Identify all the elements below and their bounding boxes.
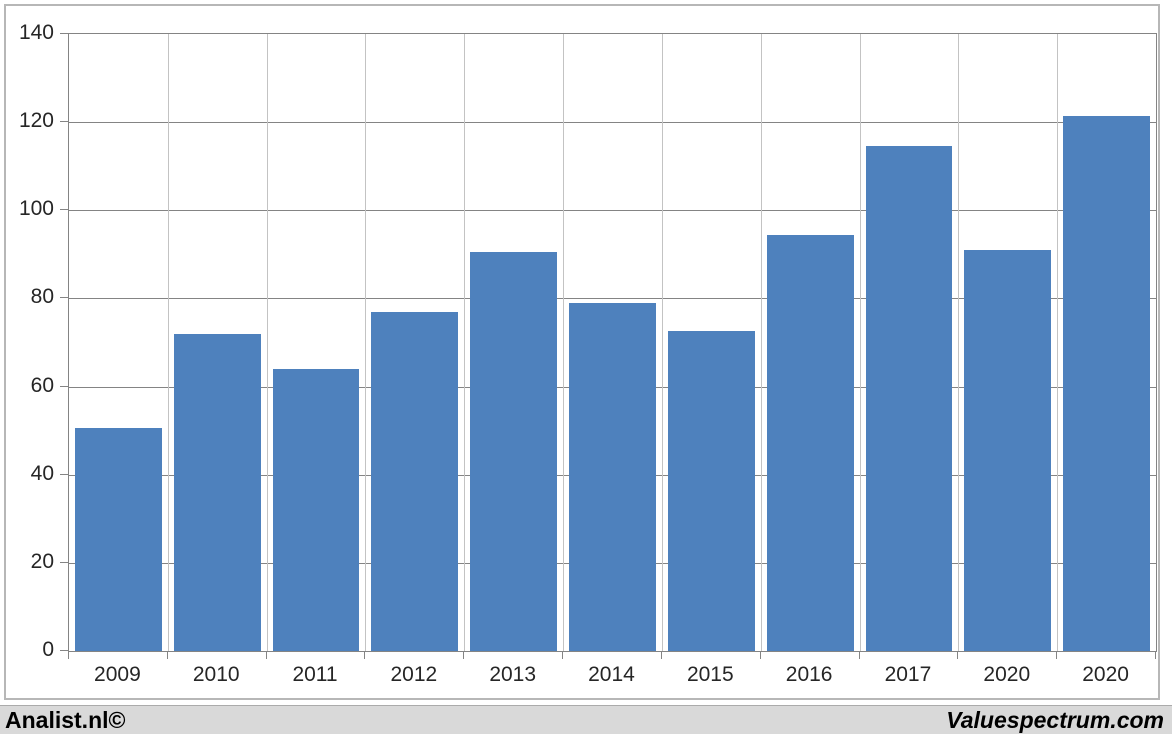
x-tick-2: [265, 651, 267, 659]
bar-2011-2: [272, 368, 360, 651]
x-tick-3: [364, 651, 366, 659]
x-category-label: 2009: [94, 663, 141, 686]
gridline-x-7: [760, 34, 762, 651]
y-tick-label: 40: [30, 461, 54, 485]
bar-2017-8: [865, 146, 953, 651]
x-category-label: 2016: [785, 663, 833, 686]
x-tick-4: [463, 651, 465, 659]
x-category-label: 2017: [884, 663, 932, 686]
bar-2010-1: [173, 333, 261, 651]
y-tick-60: [60, 385, 68, 387]
plot-area: [68, 33, 1157, 652]
bar-2009-0: [75, 428, 162, 651]
bar-2020-10: [1063, 115, 1150, 651]
bar-2016-7: [766, 234, 854, 651]
bar-2020-9: [964, 249, 1052, 651]
footer-bar: Analist.nl© Valuespectrum.com: [0, 705, 1172, 734]
gridline-x-2: [266, 34, 268, 651]
y-tick-120: [60, 121, 68, 123]
gridline-y-80: [69, 298, 1156, 300]
y-tick-label: 60: [30, 373, 54, 397]
bar-2012-3: [371, 311, 459, 651]
y-tick-label: 120: [18, 109, 54, 133]
x-tick-5: [562, 651, 564, 659]
gridline-x-10: [1057, 34, 1059, 651]
x-category-label: 2011: [292, 663, 338, 686]
gridline-x-6: [661, 34, 663, 651]
y-tick-label: 100: [18, 197, 54, 221]
y-tick-label: 140: [18, 21, 54, 44]
x-tick-1: [166, 651, 168, 659]
y-tick-140: [60, 33, 68, 34]
x-tick-7: [759, 651, 761, 659]
x-category-label: 2020: [983, 663, 1031, 686]
gridline-x-9: [958, 34, 960, 651]
x-category-label: 2020: [1082, 663, 1129, 686]
y-tick-label: 0: [42, 638, 54, 661]
x-category-label: 2013: [489, 663, 537, 686]
y-tick-100: [60, 209, 68, 211]
x-category-label: 2010: [192, 663, 240, 686]
gridline-y-120: [69, 122, 1156, 124]
y-tick-80: [60, 297, 68, 299]
footer-left-brand: Analist.nl©: [5, 706, 126, 733]
y-tick-0: [60, 650, 68, 651]
y-tick-label: 20: [30, 549, 54, 573]
x-category-label: 2014: [588, 663, 635, 686]
gridline-x-8: [859, 34, 861, 651]
bar-2015-6: [667, 331, 755, 651]
gridline-y-100: [69, 210, 1156, 212]
x-tick-0: [68, 651, 69, 659]
footer-right-brand: Valuespectrum.com: [946, 706, 1164, 733]
gridline-x-3: [365, 34, 367, 651]
gridline-x-4: [464, 34, 466, 651]
bar-2013-4: [470, 252, 558, 651]
x-tick-9: [957, 651, 959, 659]
y-tick-40: [60, 473, 68, 475]
x-tick-8: [858, 651, 860, 659]
gridline-x-1: [167, 34, 169, 651]
x-tick-11: [1155, 651, 1156, 659]
bar-2014-5: [569, 302, 656, 651]
x-category-label: 2015: [686, 663, 734, 686]
y-tick-20: [60, 561, 68, 563]
y-tick-label: 80: [30, 285, 54, 309]
gridline-x-5: [563, 34, 565, 651]
x-tick-6: [660, 651, 662, 659]
x-category-label: 2012: [390, 663, 438, 686]
x-tick-10: [1056, 651, 1058, 659]
